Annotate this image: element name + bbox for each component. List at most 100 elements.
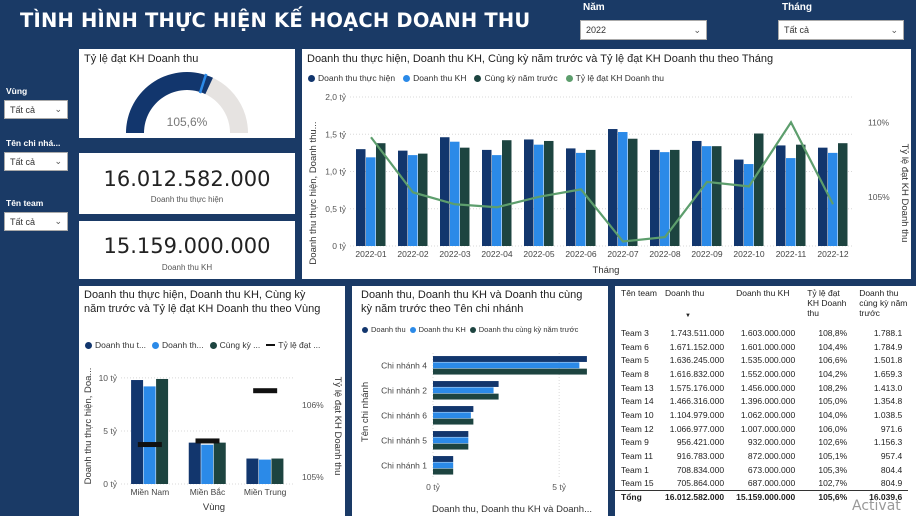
table-header-cell[interactable]: Tỷ lệ đạt KH Doanh thu xyxy=(807,288,847,318)
bar-plan[interactable] xyxy=(143,386,156,484)
bar-prev-year[interactable] xyxy=(433,418,474,425)
legend-item-plan[interactable]: Doanh th... xyxy=(152,340,204,350)
bar-prev-year[interactable] xyxy=(433,368,587,375)
ratio-line[interactable] xyxy=(370,120,834,243)
legend-item-prev-year[interactable]: Cùng kỳ năm trước xyxy=(474,73,558,83)
bar-actual[interactable] xyxy=(524,139,534,246)
bar-plan[interactable] xyxy=(433,462,454,469)
ratio-marker[interactable] xyxy=(137,442,162,448)
gauge-card[interactable]: Tỷ lệ đạt KH Doanh thu 105,6% xyxy=(79,49,295,138)
table-row[interactable]: Team 15 705.864.000 687.000.000 102,7% 804.9 xyxy=(615,477,908,491)
team-filter-select[interactable]: Tất cả ⌄ xyxy=(4,212,68,231)
branch-chart-card[interactable]: Doanh thu, Doanh thu KH và Doanh thu cùn… xyxy=(352,286,608,516)
bar-plan[interactable] xyxy=(618,132,628,246)
bar-plan[interactable] xyxy=(576,152,586,246)
bar-plan[interactable] xyxy=(786,158,796,246)
table-row[interactable]: Team 12 1.066.977.000 1.007.000.000 106,0% 9… xyxy=(615,422,908,436)
table-row[interactable]: Team 13 1.575.176.000 1.456.000.000 108,2% 1… xyxy=(615,381,908,395)
bar-actual[interactable] xyxy=(433,356,587,362)
year-filter-select[interactable]: 2022 ⌄ xyxy=(580,20,707,40)
legend-item-plan[interactable]: Doanh thu KH xyxy=(403,73,466,83)
bar-actual[interactable] xyxy=(482,149,492,246)
legend-item-ratio[interactable]: Tỷ lệ đạt ... xyxy=(266,340,320,350)
bar-prev-year[interactable] xyxy=(460,147,470,246)
bar-actual[interactable] xyxy=(356,149,366,246)
table-row[interactable]: Team 6 1.671.152.000 1.601.000.000 104,4% 1.… xyxy=(615,340,908,354)
monthly-chart-card[interactable]: Doanh thu thực hiện, Doanh thu KH, Cùng … xyxy=(302,49,911,279)
team-table-card[interactable]: Tên team Doanh thu ▼ Doanh thu KH Tỷ lệ đ… xyxy=(615,286,916,516)
branch-filter-select[interactable]: Tất cả ⌄ xyxy=(4,152,68,171)
bar-actual[interactable] xyxy=(433,381,499,387)
table-row[interactable]: Team 11 916.783.000 872.000.000 105,1% 957.4 xyxy=(615,449,908,463)
bar-actual[interactable] xyxy=(440,137,450,246)
bar-actual[interactable] xyxy=(433,431,469,437)
bar-plan[interactable] xyxy=(744,164,754,246)
bar-plan[interactable] xyxy=(492,155,502,246)
legend-item-prev-year[interactable]: Doanh thu cùng kỳ năm trước xyxy=(469,325,578,334)
legend-item-plan[interactable]: Doanh thu KH xyxy=(409,325,466,334)
bar-prev-year[interactable] xyxy=(712,146,722,246)
bar-prev-year[interactable] xyxy=(586,149,596,246)
legend-item-ratio[interactable]: Tỷ lệ đạt KH Doanh thu xyxy=(565,73,664,83)
bar-actual[interactable] xyxy=(818,147,828,246)
bar-actual[interactable] xyxy=(650,149,660,246)
bar-prev-year[interactable] xyxy=(433,443,469,450)
bar-prev-year[interactable] xyxy=(796,144,806,246)
bar-plan[interactable] xyxy=(408,155,418,246)
bar-actual[interactable] xyxy=(131,380,144,484)
bar-plan[interactable] xyxy=(433,362,580,369)
bar-actual[interactable] xyxy=(433,406,474,412)
bar-prev-year[interactable] xyxy=(754,133,764,246)
kpi-plan-card[interactable]: 15.159.000.000 Doanh thu KH xyxy=(79,221,295,279)
bar-plan[interactable] xyxy=(450,141,460,246)
bar-prev-year[interactable] xyxy=(670,149,680,246)
bar-actual[interactable] xyxy=(734,159,744,246)
table-row[interactable]: Team 10 1.104.979.000 1.062.000.000 104,0% 1… xyxy=(615,408,908,422)
bar-actual[interactable] xyxy=(566,148,576,246)
table-header-cell[interactable]: Doanh thu ▼ xyxy=(659,286,730,326)
table-header-cell[interactable]: Doanh thu cùng kỳ năm trước xyxy=(859,288,908,318)
bar-actual[interactable] xyxy=(692,140,702,246)
table-row[interactable]: Team 9 956.421.000 932.000.000 102,6% 1.156.… xyxy=(615,436,908,450)
legend-item-prev-year[interactable]: Cùng kỳ ... xyxy=(209,340,260,350)
bar-plan[interactable] xyxy=(201,444,214,484)
bar-prev-year[interactable] xyxy=(628,138,638,246)
bar-prev-year[interactable] xyxy=(418,153,428,246)
bar-plan[interactable] xyxy=(366,157,376,246)
bar-prev-year[interactable] xyxy=(271,458,284,484)
bar-actual[interactable] xyxy=(608,129,618,246)
bar-actual[interactable] xyxy=(188,442,201,484)
bar-plan[interactable] xyxy=(258,459,271,484)
table-row[interactable]: Team 3 1.743.511.000 1.603.000.000 108,8% 1.… xyxy=(615,326,908,340)
table-row[interactable]: Team 14 1.466.316.000 1.396.000.000 105,0% 1… xyxy=(615,394,908,408)
legend-item-actual[interactable]: Doanh thu xyxy=(362,325,406,334)
bar-prev-year[interactable] xyxy=(502,140,512,246)
table-header-cell[interactable]: Doanh thu KH xyxy=(736,288,790,298)
region-filter-select[interactable]: Tất cả ⌄ xyxy=(4,100,68,119)
table-header-cell[interactable]: Tên team xyxy=(621,288,657,298)
bar-prev-year[interactable] xyxy=(433,468,454,475)
region-chart-card[interactable]: Doanh thu thực hiện, Doanh thu KH, Cùng … xyxy=(79,286,345,516)
bar-prev-year[interactable] xyxy=(433,393,499,400)
bar-plan[interactable] xyxy=(433,437,469,444)
bar-plan[interactable] xyxy=(660,152,670,246)
month-filter-select[interactable]: Tất cả ⌄ xyxy=(778,20,904,40)
ratio-marker[interactable] xyxy=(195,438,220,444)
legend-item-actual[interactable]: Doanh thu t... xyxy=(85,340,146,350)
table-row[interactable]: Team 5 1.636.245.000 1.535.000.000 106,6% 1.… xyxy=(615,353,908,367)
kpi-actual-card[interactable]: 16.012.582.000 Doanh thu thực hiện xyxy=(79,153,295,214)
bar-actual[interactable] xyxy=(246,458,259,484)
bar-actual[interactable] xyxy=(433,456,454,462)
bar-plan[interactable] xyxy=(534,144,544,246)
table-row[interactable]: Team 1 708.834.000 673.000.000 105,3% 804.4 xyxy=(615,463,908,477)
bar-plan[interactable] xyxy=(433,387,494,394)
bar-prev-year[interactable] xyxy=(213,442,226,484)
bar-prev-year[interactable] xyxy=(156,378,169,484)
bar-actual[interactable] xyxy=(776,145,786,246)
bar-prev-year[interactable] xyxy=(544,140,554,246)
bar-plan[interactable] xyxy=(828,152,838,246)
bar-prev-year[interactable] xyxy=(838,143,848,246)
bar-prev-year[interactable] xyxy=(376,143,386,246)
ratio-marker[interactable] xyxy=(253,388,278,394)
bar-plan[interactable] xyxy=(702,146,712,246)
